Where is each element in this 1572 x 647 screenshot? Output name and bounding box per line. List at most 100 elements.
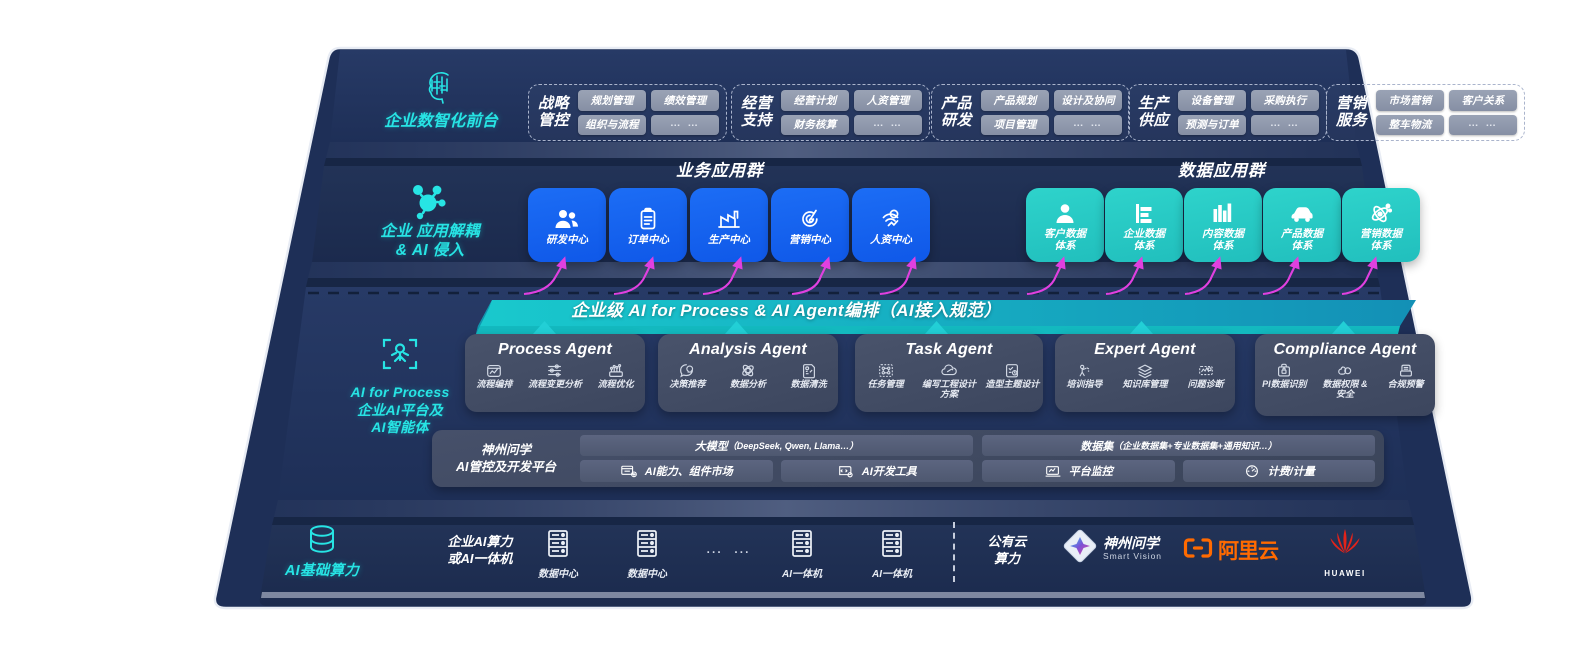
data-card-label: 营销数据 体系 bbox=[1360, 227, 1402, 252]
infra-node-4[interactable]: AI一体机 bbox=[860, 528, 924, 581]
chip[interactable]: 设备管理 bbox=[1178, 90, 1247, 111]
chip[interactable]: 经营计划 bbox=[781, 90, 850, 111]
chip-more[interactable]: … … bbox=[1054, 114, 1123, 135]
chip-more[interactable]: … … bbox=[1251, 114, 1320, 135]
platform-bar-datasets[interactable]: 数据集 （企业数据集+专业数据集+通用知识…） bbox=[982, 435, 1375, 456]
agent-feature-label: 问题诊断 bbox=[1187, 379, 1224, 389]
agent-feature[interactable]: 数据清洗 bbox=[779, 362, 838, 390]
cloud-logo-huawei[interactable]: HUAWEI bbox=[1310, 525, 1380, 578]
agent-feature[interactable]: 知识库管理 bbox=[1116, 362, 1175, 390]
agent-card-task[interactable]: Task Agent 任务管理 编写工程设计方案 bbox=[855, 334, 1043, 412]
users-icon bbox=[554, 207, 580, 231]
agent-feature[interactable]: 流程变更分析 bbox=[526, 362, 585, 390]
agent-feature[interactable]: 培训指导 bbox=[1055, 362, 1114, 390]
agent-feature[interactable]: 问题诊断 bbox=[1176, 362, 1235, 390]
agent-feature[interactable]: 合规预警 bbox=[1376, 362, 1435, 400]
infra-node-label: AI一体机 bbox=[782, 569, 822, 580]
data-clean-icon bbox=[800, 362, 818, 379]
data-card-product[interactable]: 产品数据 体系 bbox=[1263, 188, 1341, 262]
app-card-marketing[interactable]: 营销中心 bbox=[771, 188, 849, 262]
chip[interactable]: 预测与订单 bbox=[1178, 114, 1247, 135]
platform-sub-monitor[interactable]: 平台监控 bbox=[982, 460, 1175, 482]
server-icon bbox=[632, 528, 662, 565]
chip[interactable]: 绩效管理 bbox=[651, 90, 720, 111]
agent-feature[interactable]: 流程编排 bbox=[465, 362, 524, 390]
data-card-label: 产品数据 体系 bbox=[1281, 227, 1323, 252]
data-card-marketing[interactable]: 营销数据 体系 bbox=[1342, 188, 1420, 262]
agent-card-compliance[interactable]: Compliance Agent PI数据识别 数据权限 & 安全 bbox=[1255, 334, 1435, 416]
data-card-customer[interactable]: 客户数据 体系 bbox=[1026, 188, 1104, 262]
agent-card-expert[interactable]: Expert Agent 培训指导 知识库管理 bbox=[1055, 334, 1235, 412]
agent-feature[interactable]: PI数据识别 bbox=[1255, 362, 1314, 400]
agent-feature[interactable]: 编写工程设计方案 bbox=[918, 362, 979, 400]
sliders-icon bbox=[546, 362, 564, 379]
agent-feature-label: PI数据识别 bbox=[1262, 379, 1307, 389]
chip[interactable]: 财务核算 bbox=[781, 114, 850, 135]
agent-title: Analysis Agent bbox=[689, 341, 807, 358]
agent-feature[interactable]: 任务管理 bbox=[855, 362, 916, 400]
agent-feature-label: 编写工程设计方案 bbox=[921, 379, 976, 399]
chip[interactable]: 市场营销 bbox=[1376, 90, 1445, 111]
top-group-2[interactable]: 产品 研发 产品规划 设计及协同 项目管理 … … bbox=[931, 84, 1131, 141]
market-icon bbox=[620, 464, 638, 479]
platform-sub-devtool[interactable]: AI开发工具 bbox=[780, 460, 973, 482]
agent-feature-label: 数据清洗 bbox=[790, 379, 827, 389]
agent-card-process[interactable]: Process Agent 流程编排 流程变更分析 bbox=[465, 334, 645, 412]
layers-icon bbox=[1136, 362, 1154, 379]
speech-bulb-icon bbox=[678, 362, 696, 379]
layer-label-front: 企业数智化前台 bbox=[383, 113, 499, 130]
chip[interactable]: 整车物流 bbox=[1376, 114, 1445, 135]
top-group-4[interactable]: 营销 服务 市场营销 客户关系 整车物流 … … bbox=[1326, 84, 1526, 141]
ai-platform-strip[interactable]: 神州问学 AI管控及开发平台 大模型 （DeepSeek, Qwen, Llam… bbox=[432, 430, 1384, 487]
aliyun-logo bbox=[1183, 537, 1213, 564]
chip[interactable]: 项目管理 bbox=[981, 114, 1050, 135]
platform-bar-models[interactable]: 大模型 （DeepSeek, Qwen, Llama…） bbox=[580, 435, 973, 456]
app-card-rd[interactable]: 研发中心 bbox=[528, 188, 606, 262]
gauge-icon bbox=[1243, 464, 1261, 479]
infra-node-3[interactable]: AI一体机 bbox=[770, 528, 834, 581]
data-card-label: 客户数据 体系 bbox=[1044, 227, 1086, 252]
chip[interactable]: 采购执行 bbox=[1251, 90, 1320, 111]
cloud-logo-smartvision[interactable]: 神州问学 Smart Vision bbox=[1062, 528, 1162, 569]
agent-feature[interactable]: 造型主题设计 bbox=[982, 362, 1043, 400]
agent-title: Process Agent bbox=[497, 341, 613, 358]
data-group-heading: 数据应用群 bbox=[1178, 162, 1266, 180]
smartvision-logo bbox=[1062, 528, 1098, 569]
chip[interactable]: 产品规划 bbox=[981, 90, 1050, 111]
clipboard-icon bbox=[635, 207, 661, 231]
chip-more[interactable]: … … bbox=[854, 114, 923, 135]
agent-feature[interactable]: 数据权限 & 安全 bbox=[1316, 362, 1375, 400]
infra-node-1[interactable]: 数据中心 bbox=[615, 528, 679, 581]
app-card-production[interactable]: 生产中心 bbox=[690, 188, 768, 262]
top-group-0[interactable]: 战略 管控 规划管理 绩效管理 组织与流程 … … bbox=[528, 84, 728, 141]
infra-node-0[interactable]: 数据中心 bbox=[526, 528, 590, 581]
chip[interactable]: 规划管理 bbox=[578, 90, 647, 111]
chip-more[interactable]: … … bbox=[651, 114, 720, 135]
agent-feature-label: 流程变更分析 bbox=[528, 379, 583, 389]
top-group-3[interactable]: 生产 供应 设备管理 采购执行 预测与订单 … … bbox=[1128, 84, 1328, 141]
agent-feature[interactable]: 数据分析 bbox=[719, 362, 778, 390]
app-card-order[interactable]: 订单中心 bbox=[609, 188, 687, 262]
data-card-content[interactable]: 内容数据 体系 bbox=[1184, 188, 1262, 262]
chip[interactable]: 设计及协同 bbox=[1054, 90, 1123, 111]
platform-sub-market[interactable]: AI能力、组件市场 bbox=[580, 460, 773, 482]
agent-card-analysis[interactable]: Analysis Agent 决策推荐 数据分析 bbox=[658, 334, 838, 412]
bar-paren: （DeepSeek, Qwen, Llama…） bbox=[727, 441, 859, 451]
diagnose-icon bbox=[1197, 362, 1215, 379]
app-card-hr[interactable]: 人资中心 bbox=[852, 188, 930, 262]
cloud-logo-aliyun[interactable]: 阿里云 bbox=[1183, 535, 1279, 565]
chip-more[interactable]: … … bbox=[1449, 114, 1518, 135]
agent-feature[interactable]: 决策推荐 bbox=[658, 362, 717, 390]
chip[interactable]: 客户关系 bbox=[1449, 90, 1518, 111]
cloud-logo-name: 神州问学 bbox=[1103, 535, 1159, 552]
data-card-enterprise[interactable]: 企业数据 体系 bbox=[1105, 188, 1183, 262]
platform-sub-billing[interactable]: 计费/计量 bbox=[1182, 460, 1375, 482]
chip[interactable]: 人资管理 bbox=[854, 90, 923, 111]
chip[interactable]: 组织与流程 bbox=[578, 114, 647, 135]
top-group-1[interactable]: 经营 支持 经营计划 人资管理 财务核算 … … bbox=[731, 84, 931, 141]
sub-label: AI能力、组件市场 bbox=[644, 466, 733, 478]
top-group-title: 营销 服务 bbox=[1336, 94, 1368, 129]
server-icon bbox=[543, 528, 573, 565]
agent-feature[interactable]: 流程优化 bbox=[586, 362, 645, 390]
